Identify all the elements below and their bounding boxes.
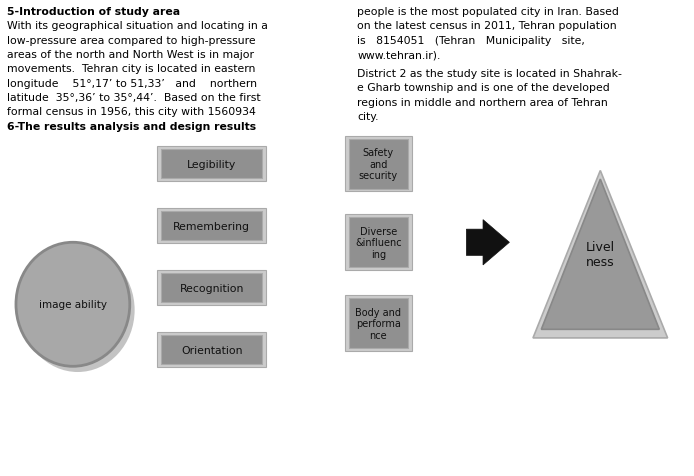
Text: Diverse
&influenc
ing: Diverse &influenc ing <box>355 226 402 259</box>
Text: Remembering: Remembering <box>174 221 250 231</box>
Bar <box>161 335 262 365</box>
Bar <box>161 211 262 241</box>
Text: Livel
ness: Livel ness <box>586 241 615 268</box>
Text: low-pressure area compared to high-pressure: low-pressure area compared to high-press… <box>7 36 255 46</box>
Bar <box>157 332 266 367</box>
Bar <box>161 149 262 179</box>
Text: Legibility: Legibility <box>187 159 236 169</box>
Bar <box>348 218 407 268</box>
Text: Safety
and
security: Safety and security <box>359 148 398 181</box>
Bar <box>157 208 266 244</box>
Bar <box>344 296 412 351</box>
Text: e Gharb township and is one of the developed: e Gharb township and is one of the devel… <box>357 83 610 93</box>
Text: latitude  35°,36’ to 35°,44’.  Based on the first: latitude 35°,36’ to 35°,44’. Based on th… <box>7 93 260 103</box>
Text: 6-The results analysis and design results: 6-The results analysis and design result… <box>7 121 256 131</box>
Text: longitude    51°,17’ to 51,33’   and    northern: longitude 51°,17’ to 51,33’ and northern <box>7 79 257 89</box>
Bar <box>348 299 407 348</box>
Text: With its geographical situation and locating in a: With its geographical situation and loca… <box>7 21 268 31</box>
Polygon shape <box>541 179 659 329</box>
Text: Recognition: Recognition <box>180 283 244 293</box>
Text: areas of the north and North West is in major: areas of the north and North West is in … <box>7 50 254 60</box>
Text: city.: city. <box>357 112 379 122</box>
Ellipse shape <box>16 243 130 367</box>
Polygon shape <box>533 171 668 338</box>
Bar <box>157 147 266 182</box>
Text: www.tehran.ir).: www.tehran.ir). <box>357 50 441 60</box>
Text: is   8154051   (Tehran   Municipality   site,: is 8154051 (Tehran Municipality site, <box>357 36 585 46</box>
Text: image ability: image ability <box>39 300 107 309</box>
Text: Body and
performa
nce: Body and performa nce <box>355 307 401 340</box>
Polygon shape <box>466 220 509 266</box>
Text: people is the most populated city in Iran. Based: people is the most populated city in Ira… <box>357 7 619 17</box>
Bar <box>348 139 407 189</box>
Text: on the latest census in 2011, Tehran population: on the latest census in 2011, Tehran pop… <box>357 21 617 31</box>
Text: movements.  Tehran city is located in eastern: movements. Tehran city is located in eas… <box>7 64 255 74</box>
Ellipse shape <box>21 248 135 372</box>
Text: 5-Introduction of study area: 5-Introduction of study area <box>7 7 180 17</box>
Text: Orientation: Orientation <box>181 345 242 355</box>
Bar <box>344 137 412 192</box>
Bar <box>344 215 412 270</box>
Bar <box>161 273 262 303</box>
Text: District 2 as the study site is located in Shahrak-: District 2 as the study site is located … <box>357 69 623 79</box>
Bar <box>157 270 266 306</box>
Text: regions in middle and northern area of Tehran: regions in middle and northern area of T… <box>357 98 608 108</box>
Text: formal census in 1956, this city with 1560934: formal census in 1956, this city with 15… <box>7 107 256 117</box>
